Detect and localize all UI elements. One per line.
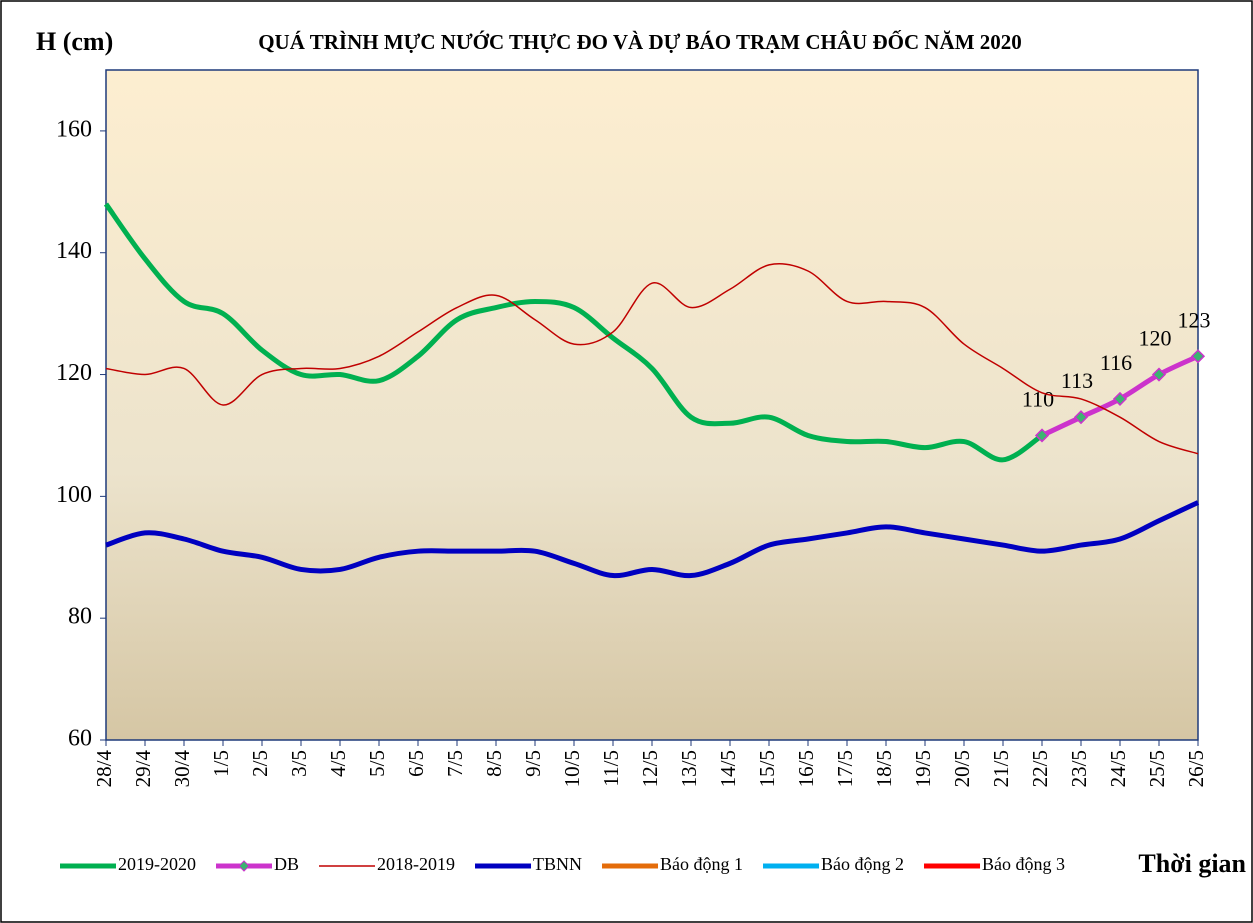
data-label: 113 <box>1061 368 1093 393</box>
x-tick-label: 25/5 <box>1145 750 1169 787</box>
x-tick-label: 3/5 <box>287 750 311 777</box>
x-tick-label: 17/5 <box>833 750 857 787</box>
marker <box>1151 367 1167 382</box>
plot-area <box>105 69 1199 741</box>
x-tick-label: 5/5 <box>365 750 389 777</box>
y-tick-label: 100 <box>56 482 92 508</box>
x-tick-label: 12/5 <box>638 750 662 787</box>
x-tick-label: 30/4 <box>170 750 194 788</box>
series-line <box>105 262 1199 455</box>
x-tick-label: 18/5 <box>872 750 896 787</box>
y-tick-label: 60 <box>68 726 92 752</box>
y-tick-label: 160 <box>56 116 92 142</box>
chart-title: QUÁ TRÌNH MỰC NƯỚC THỰC ĐO VÀ DỰ BÁO TRẠ… <box>258 30 1022 54</box>
y-tick-label: 120 <box>56 360 92 386</box>
x-tick-label: 24/5 <box>1106 750 1130 787</box>
data-label: 116 <box>1100 350 1132 375</box>
x-tick-label: 11/5 <box>599 750 623 787</box>
x-tick-label: 13/5 <box>677 750 701 787</box>
legend-label: Báo động 3 <box>982 854 1065 874</box>
series-line <box>103 202 1044 463</box>
legend-label: TBNN <box>533 854 582 874</box>
y-tick-label: 80 <box>68 604 92 630</box>
x-tick-label: 19/5 <box>911 750 935 787</box>
legend-label: 2019-2020 <box>118 854 196 874</box>
marker <box>1112 391 1128 406</box>
legend-marker <box>238 860 250 872</box>
legend-label: DB <box>274 854 299 874</box>
y-axis-label: H (cm) <box>36 27 113 56</box>
x-tick-label: 1/5 <box>209 750 233 777</box>
marker <box>1073 410 1089 425</box>
marker <box>1034 428 1050 443</box>
x-tick-label: 10/5 <box>560 750 584 787</box>
x-tick-label: 9/5 <box>521 750 545 777</box>
x-tick-label: 16/5 <box>794 750 818 787</box>
x-tick-label: 2/5 <box>248 750 272 777</box>
x-tick-label: 26/5 <box>1184 750 1208 787</box>
x-tick-label: 7/5 <box>443 750 467 777</box>
x-tick-label: 15/5 <box>755 750 779 787</box>
x-tick-label: 22/5 <box>1028 750 1052 787</box>
series-line <box>105 500 1200 579</box>
legend-label: Báo động 1 <box>660 854 743 874</box>
x-tick-label: 8/5 <box>482 750 506 777</box>
x-axis-label: Thời gian <box>1138 849 1246 878</box>
marker <box>1190 349 1206 364</box>
x-tick-label: 14/5 <box>716 750 740 787</box>
legend-label: 2018-2019 <box>377 854 455 874</box>
x-tick-label: 6/5 <box>404 750 428 777</box>
x-tick-label: 20/5 <box>950 750 974 787</box>
x-tick-label: 21/5 <box>989 750 1013 787</box>
data-label: 120 <box>1139 326 1172 351</box>
y-tick-label: 140 <box>56 238 92 264</box>
legend-label: Báo động 2 <box>821 854 904 874</box>
data-label: 123 <box>1178 307 1211 332</box>
x-tick-label: 28/4 <box>92 750 116 788</box>
x-tick-label: 4/5 <box>326 750 350 777</box>
x-tick-label: 23/5 <box>1067 750 1091 787</box>
x-tick-label: 29/4 <box>131 750 155 788</box>
